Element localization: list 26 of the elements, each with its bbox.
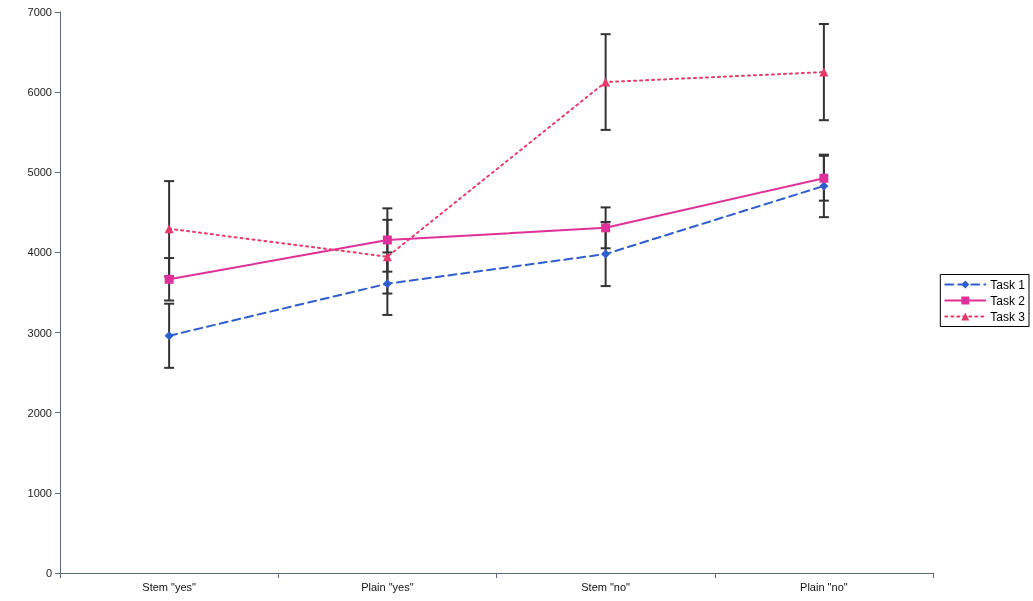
- point: [819, 181, 829, 191]
- y-tick-label: 7000: [27, 6, 52, 18]
- y-tick-label: 3000: [27, 326, 52, 339]
- point: [382, 252, 392, 262]
- point: [601, 249, 611, 259]
- y-tick-label: 4000: [27, 246, 52, 259]
- point: [382, 279, 392, 289]
- point: [601, 223, 611, 233]
- legend-label: Task 1: [990, 277, 1026, 292]
- point: [164, 331, 174, 341]
- legend-label: Task 3: [990, 309, 1026, 324]
- y-tick-label: 0: [45, 567, 52, 579]
- x-tick-label: Plain "yes": [361, 580, 414, 593]
- y-tick-label: 6000: [27, 86, 52, 99]
- point: [601, 77, 611, 87]
- x-tick-label: Stem "no": [581, 580, 631, 593]
- x-tick-label: Stem "yes": [142, 580, 197, 593]
- point: [819, 173, 829, 183]
- y-tick-label: 2000: [27, 406, 52, 419]
- point: [164, 274, 174, 284]
- y-tick-label: 5000: [27, 166, 52, 179]
- legend-label: Task 2: [990, 293, 1026, 308]
- point: [382, 235, 392, 245]
- y-tick-label: 1000: [27, 486, 52, 499]
- point: [819, 67, 829, 77]
- x-tick-label: Plain "no": [800, 580, 848, 593]
